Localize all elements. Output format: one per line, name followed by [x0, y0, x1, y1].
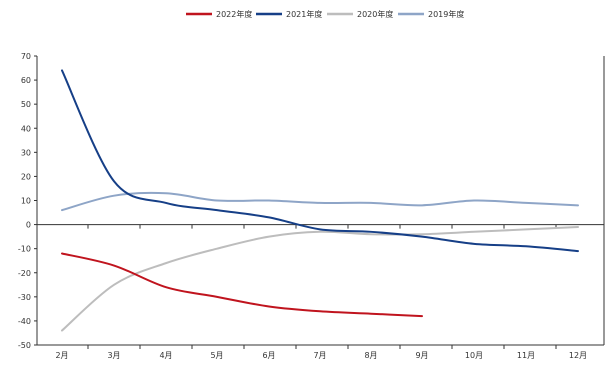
series-line-2022年度 — [61, 252, 423, 318]
y-tick-label: -30 — [18, 293, 31, 302]
legend-label: 2020年度 — [357, 9, 393, 19]
y-tick-label: 0 — [26, 221, 31, 230]
y-tick-label: 20 — [21, 172, 31, 181]
y-tick-label: -50 — [18, 341, 31, 350]
y-tick-label: -40 — [18, 317, 31, 326]
legend: 2022年度 2021年度 2020年度 2019年度 — [186, 9, 464, 19]
y-tick-label: 50 — [21, 100, 31, 109]
y-tick-label: 10 — [21, 197, 31, 206]
x-tick-label: 2月 — [55, 351, 68, 360]
series-lines — [61, 69, 579, 332]
legend-label: 2021年度 — [286, 9, 322, 19]
y-tick-label: 70 — [21, 52, 31, 61]
x-tick-label: 6月 — [262, 351, 275, 360]
x-tick-label: 9月 — [415, 351, 428, 360]
y-tick-label: 40 — [21, 124, 31, 133]
legend-label: 2019年度 — [428, 9, 464, 19]
y-tick-label: -20 — [18, 269, 31, 278]
y-tick-label: -10 — [18, 245, 31, 254]
x-tick-label: 5月 — [210, 351, 223, 360]
series-line-2019年度 — [61, 191, 579, 212]
y-tick-label: 30 — [21, 148, 31, 157]
x-tick-label: 4月 — [159, 351, 172, 360]
x-tick-label: 11月 — [517, 351, 535, 360]
x-tick-label: 12月 — [569, 351, 587, 360]
y-tick-label: 60 — [21, 76, 31, 85]
x-tick-label: 8月 — [364, 351, 377, 360]
x-tick-label: 3月 — [107, 351, 120, 360]
axes: 70 60 50 40 30 20 10 0 -10 -20 -30 -40 -50 2月 3月 4月 5月 6月… — [18, 52, 605, 360]
series-line-2020年度 — [61, 225, 579, 332]
x-tick-label: 10月 — [465, 351, 483, 360]
legend-label: 2022年度 — [216, 9, 252, 19]
series-line-2021年度 — [61, 69, 579, 253]
x-tick-label: 7月 — [313, 351, 326, 360]
